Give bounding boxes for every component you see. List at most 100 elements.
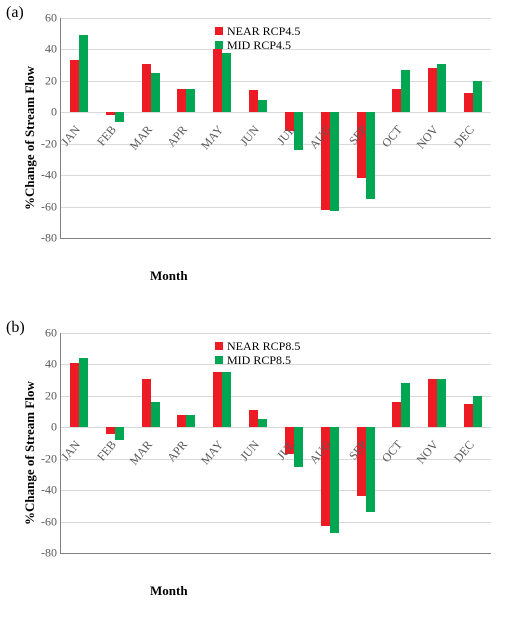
- panel-label-a: (a): [6, 4, 24, 22]
- bar-mid-rcp4.5: [437, 64, 446, 113]
- legend-label: NEAR RCP8.5: [227, 339, 300, 353]
- y-axis-label: %Change of Stream Flow: [22, 66, 38, 210]
- bar-mid-rcp8.5: [258, 419, 267, 427]
- xtick-label: FEB: [84, 438, 120, 477]
- ytick-label: 20: [45, 73, 61, 88]
- bar-mid-rcp4.5: [330, 112, 339, 211]
- bar-near-rcp8.5: [392, 402, 401, 427]
- xtick-label: DEC: [442, 438, 478, 477]
- xtick-label: APR: [155, 438, 191, 477]
- legend-item: NEAR RCP4.5: [215, 24, 300, 38]
- bar-near-rcp8.5: [213, 372, 222, 427]
- xtick-label: MAY: [191, 438, 227, 477]
- bar-near-rcp8.5: [177, 415, 186, 428]
- ytick-label: -60: [41, 514, 61, 529]
- gridline: [61, 207, 491, 208]
- ytick-label: 40: [45, 357, 61, 372]
- xtick-label: OCT: [370, 438, 406, 477]
- bar-near-rcp4.5: [70, 60, 79, 112]
- gridline: [61, 522, 491, 523]
- legend-label: MID RCP8.5: [227, 353, 291, 367]
- panel-b: (b)-80-60-40-200204060JANFEBMARAPRMAYJUN…: [0, 315, 510, 621]
- legend: NEAR RCP4.5MID RCP4.5: [215, 24, 300, 52]
- gridline: [61, 175, 491, 176]
- bar-mid-rcp4.5: [473, 81, 482, 112]
- ytick-label: 60: [45, 326, 61, 341]
- xtick-label: MAR: [119, 438, 155, 477]
- xtick-label: JUN: [227, 438, 263, 477]
- bar-mid-rcp8.5: [222, 372, 231, 427]
- bar-near-rcp4.5: [392, 89, 401, 113]
- bar-near-rcp4.5: [142, 64, 151, 113]
- bar-mid-rcp4.5: [79, 35, 88, 112]
- bar-mid-rcp4.5: [366, 112, 375, 198]
- bar-mid-rcp4.5: [258, 100, 267, 113]
- gridline: [61, 18, 491, 19]
- bar-near-rcp4.5: [106, 112, 115, 115]
- bar-mid-rcp8.5: [437, 379, 446, 428]
- bar-near-rcp4.5: [428, 68, 437, 112]
- ytick-label: -80: [41, 546, 61, 561]
- ytick-label: -40: [41, 483, 61, 498]
- xtick-label: OCT: [370, 123, 406, 162]
- ytick-label: -60: [41, 199, 61, 214]
- bar-mid-rcp8.5: [186, 415, 195, 428]
- legend-swatch: [215, 41, 223, 49]
- legend: NEAR RCP8.5MID RCP8.5: [215, 339, 300, 367]
- xtick-label: NOV: [406, 438, 442, 477]
- legend-swatch: [215, 356, 223, 364]
- bar-near-rcp4.5: [177, 89, 186, 113]
- xtick-label: MAY: [191, 123, 227, 162]
- bar-mid-rcp8.5: [151, 402, 160, 427]
- ytick-label: 20: [45, 388, 61, 403]
- legend-swatch: [215, 342, 223, 350]
- legend-item: MID RCP8.5: [215, 353, 300, 367]
- bar-near-rcp4.5: [464, 93, 473, 112]
- bar-near-rcp8.5: [70, 363, 79, 427]
- bar-near-rcp8.5: [142, 379, 151, 428]
- legend-item: NEAR RCP8.5: [215, 339, 300, 353]
- ytick-label: 0: [51, 105, 61, 120]
- xtick-label: NOV: [406, 123, 442, 162]
- ytick-label: -80: [41, 231, 61, 246]
- bar-mid-rcp8.5: [115, 427, 124, 440]
- legend-label: NEAR RCP4.5: [227, 24, 300, 38]
- gridline: [61, 396, 491, 397]
- x-axis-label: Month: [150, 268, 188, 284]
- panel-a: (a)-80-60-40-200204060JANFEBMARAPRMAYJUN…: [0, 0, 510, 310]
- bar-mid-rcp4.5: [151, 73, 160, 112]
- bar-near-rcp8.5: [464, 404, 473, 428]
- x-axis-label: Month: [150, 583, 188, 599]
- ytick-label: 40: [45, 42, 61, 57]
- legend-swatch: [215, 27, 223, 35]
- bar-near-rcp8.5: [428, 379, 437, 428]
- bar-mid-rcp4.5: [115, 112, 124, 121]
- legend-label: MID RCP4.5: [227, 38, 291, 52]
- bar-near-rcp8.5: [106, 427, 115, 433]
- xtick-label: JUN: [227, 123, 263, 162]
- bar-near-rcp4.5: [213, 49, 222, 112]
- bar-mid-rcp8.5: [79, 358, 88, 427]
- gridline: [61, 490, 491, 491]
- xtick-label: FEB: [84, 123, 120, 162]
- bar-mid-rcp8.5: [473, 396, 482, 427]
- ytick-label: 0: [51, 420, 61, 435]
- y-axis-label: %Change of Stream Flow: [22, 381, 38, 525]
- bar-mid-rcp4.5: [186, 89, 195, 113]
- gridline: [61, 333, 491, 334]
- gridline: [61, 112, 491, 113]
- xtick-label: DEC: [442, 123, 478, 162]
- bar-mid-rcp4.5: [222, 53, 231, 113]
- ytick-label: -40: [41, 168, 61, 183]
- bar-mid-rcp8.5: [401, 383, 410, 427]
- legend-item: MID RCP4.5: [215, 38, 300, 52]
- bar-mid-rcp4.5: [401, 70, 410, 112]
- ytick-label: 60: [45, 11, 61, 26]
- gridline: [61, 81, 491, 82]
- bar-near-rcp4.5: [249, 90, 258, 112]
- xtick-label: MAR: [119, 123, 155, 162]
- bar-mid-rcp8.5: [330, 427, 339, 532]
- xtick-label: APR: [155, 123, 191, 162]
- bar-near-rcp8.5: [249, 410, 258, 427]
- panel-label-b: (b): [6, 319, 25, 337]
